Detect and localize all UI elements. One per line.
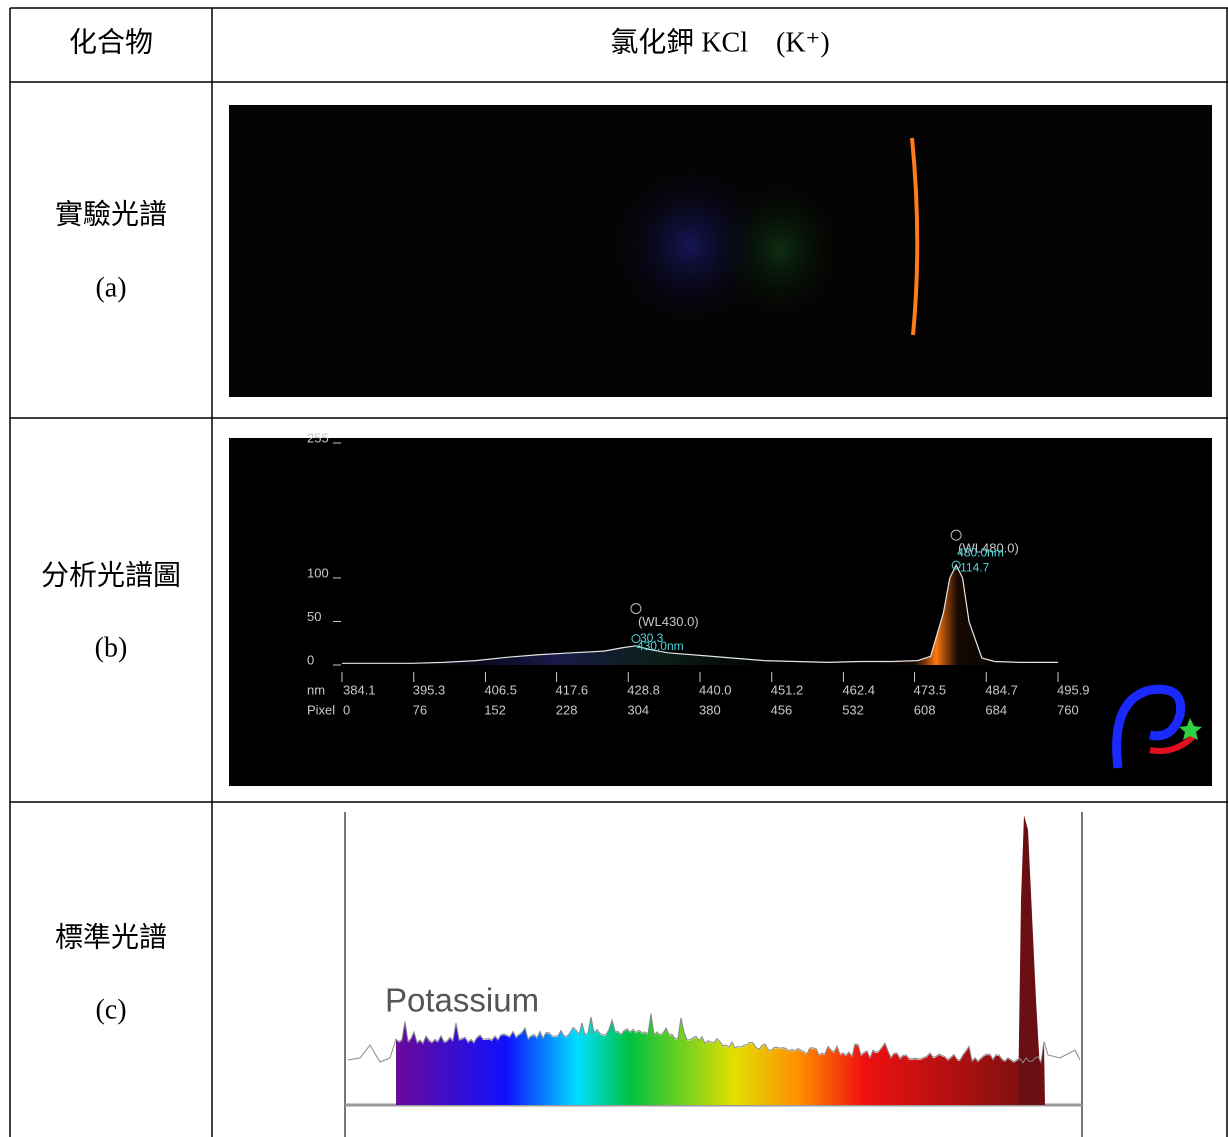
wl-label: (WL430.0) — [638, 614, 699, 629]
x-tick-label: 428.8 — [627, 682, 660, 697]
x-tick-label: 484.7 — [985, 682, 1018, 697]
x2-axis-label: Pixel — [307, 702, 335, 717]
row-label: 標準光譜 — [55, 921, 167, 953]
row-tag: (a) — [95, 272, 126, 303]
peak-marker — [951, 560, 961, 570]
x2-tick-label: 608 — [914, 702, 936, 717]
y-tick-label: 0 — [307, 652, 314, 667]
wl-marker — [630, 603, 642, 615]
spectrum-label: Potassium — [385, 982, 539, 1019]
peak-x-label: 480.0nm — [957, 545, 1004, 559]
x2-tick-label: 456 — [771, 702, 793, 717]
x-tick-label: 462.4 — [842, 682, 875, 697]
x2-tick-label: 532 — [842, 702, 864, 717]
wl-marker — [950, 529, 962, 541]
table-lines — [9, 7, 1228, 1137]
peak-value-label: 30.3 — [640, 631, 664, 645]
x2-tick-label: 684 — [985, 702, 1007, 717]
x-axis-label: nm — [307, 682, 325, 697]
header-cell: 化合物 — [69, 26, 153, 58]
wl-label: (WL480.0) — [958, 541, 1019, 556]
logo — [1112, 684, 1202, 769]
header-cell: 氯化鉀 KCl (K⁺) — [610, 26, 829, 58]
x-tick-label: 495.9 — [1057, 682, 1090, 697]
analysis-chart: 0 50 100 255 nm Pixel 384.1 395.3 406.5 417.6 428.… — [307, 430, 1090, 717]
x-tick-label: 406.5 — [484, 682, 517, 697]
x2-tick-label: 380 — [699, 702, 721, 717]
row-label: 分析光譜圖 — [41, 559, 181, 591]
x-tick-label: 473.5 — [914, 682, 947, 697]
experiment-photo — [229, 105, 1212, 397]
peak-marker — [631, 634, 641, 644]
peak-x-label: 430.0nm — [637, 639, 684, 653]
row-tag: (b) — [95, 632, 128, 663]
x2-tick-label: 152 — [484, 702, 506, 717]
x-tick-label: 451.2 — [771, 682, 804, 697]
x2-tick-label: 760 — [1057, 702, 1079, 717]
row-tag: (c) — [95, 994, 126, 1025]
x2-tick-label: 304 — [627, 702, 649, 717]
x-tick-label: 440.0 — [699, 682, 732, 697]
row-label: 實驗光譜 — [55, 198, 167, 230]
analysis-panel — [229, 438, 1212, 786]
x-tick-label: 384.1 — [343, 682, 376, 697]
y-tick-label: 50 — [307, 609, 321, 624]
spectrum-line — [342, 563, 1058, 664]
y-tick-label: 255 — [307, 430, 329, 445]
x2-tick-label: 76 — [413, 702, 427, 717]
x2-tick-label: 0 — [343, 702, 350, 717]
standard-photo: Potassium — [342, 810, 1087, 1137]
peak-value-label: 114.7 — [960, 560, 989, 574]
y-tick-label: 100 — [307, 565, 329, 580]
x2-tick-label: 228 — [556, 702, 578, 717]
x-tick-label: 417.6 — [556, 682, 589, 697]
x-tick-label: 395.3 — [413, 682, 446, 697]
